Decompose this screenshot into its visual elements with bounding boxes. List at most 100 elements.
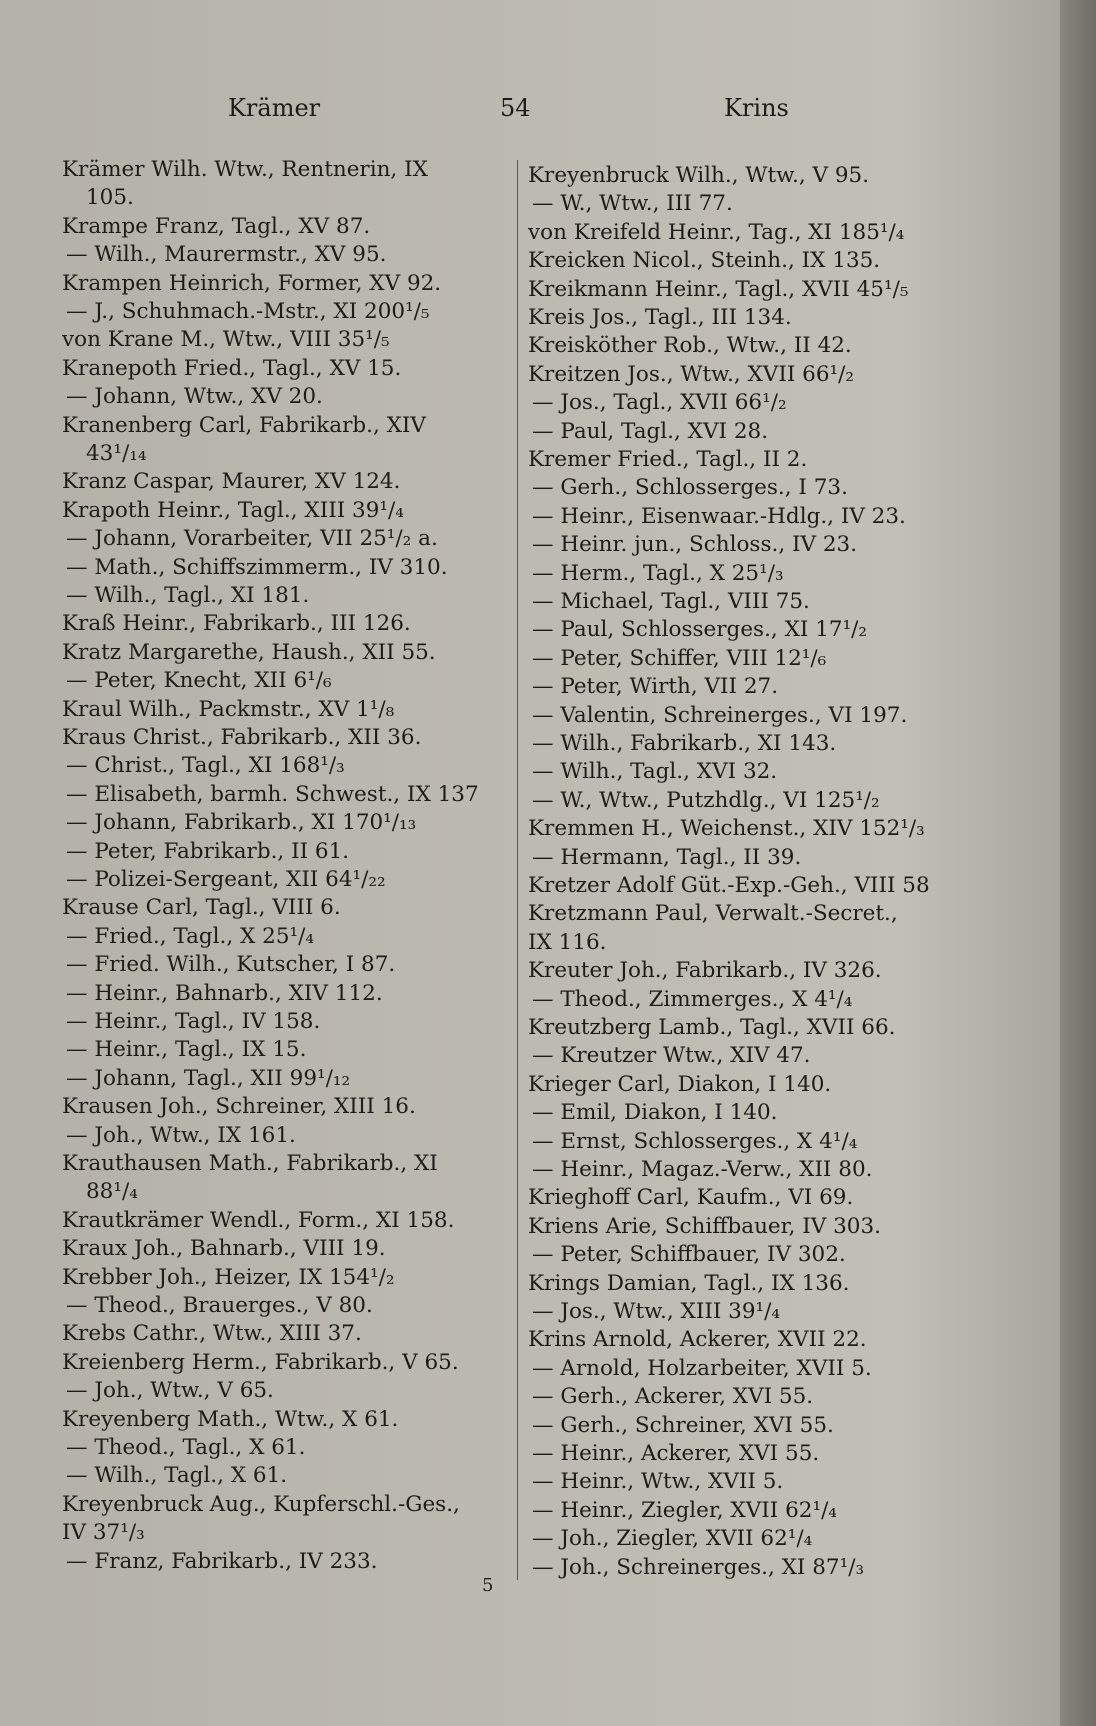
entry-line: — Emil, Diakon, I 140. — [532, 1100, 778, 1126]
entry-line: Kreicken Nicol., Steinh., IX 135. — [528, 248, 881, 274]
signature-mark: 5 — [482, 1575, 494, 1596]
entry-line: — Joh., Schreinerges., XI 87¹/₃ — [532, 1554, 865, 1580]
entry-line: Krieger Carl, Diakon, I 140. — [528, 1071, 832, 1097]
entry-line: Krämer Wilh. Wtw., Rentnerin, IX — [62, 157, 428, 182]
entry-line: — Heinr., Magaz.-Verw., XII 80. — [532, 1157, 873, 1182]
entry-line: Kreienberg Herm., Fabrikarb., V 65. — [62, 1349, 459, 1375]
entry-line: von Krane M., Wtw., VIII 35¹/₅ — [62, 327, 390, 353]
entry-line: — Heinr., Tagl., IV 158. — [66, 1009, 321, 1034]
entry-line: — Gerh., Ackerer, XVI 55. — [532, 1384, 814, 1410]
entry-line: — J., Schuhmach.-Mstr., XI 200¹/₅ — [66, 299, 430, 324]
entry-line: — Peter, Schiffer, VIII 12¹/₆ — [532, 645, 827, 671]
entry-line: — Joh., Wtw., V 65. — [66, 1378, 274, 1404]
entry-line: — Johann, Tagl., XII 99¹/₁₂ — [66, 1065, 351, 1091]
entry-line: — Paul, Tagl., XVI 28. — [532, 418, 769, 444]
entry-line: — Peter, Fabrikarb., II 61. — [66, 838, 350, 864]
entry-line: — Fried. Wilh., Kutscher, I 87. — [66, 952, 396, 978]
entry-line: — Wilh., Tagl., XVI 32. — [532, 759, 778, 785]
entry-line: Krause Carl, Tagl., VIII 6. — [62, 895, 341, 921]
entry-line: Krautkrämer Wendl., Form., XI 158. — [62, 1207, 455, 1233]
entry-line: Kratz Margarethe, Haush., XII 55. — [62, 639, 436, 665]
entry-line: — Kreutzer Wtw., XIV 47. — [532, 1043, 811, 1069]
entry-line: Kretzmann Paul, Verwalt.-Secret., — [528, 901, 898, 927]
entry-line: — Theod., Zimmerges., X 4¹/₄ — [532, 986, 853, 1012]
entry-line: IX 116. — [528, 929, 607, 955]
entry-line: Krauthausen Math., Fabrikarb., XI — [62, 1151, 438, 1176]
entry-line: — Theod., Brauerges., V 80. — [66, 1293, 373, 1318]
entry-line: 88¹/₄ — [86, 1179, 138, 1205]
entry-line: — Heinr., Ziegler, XVII 62¹/₄ — [532, 1497, 837, 1523]
column-divider — [517, 160, 518, 1580]
entry-line: — Wilh., Maurermstr., XV 95. — [66, 242, 387, 268]
header-right: Krins — [724, 94, 789, 122]
page-edge — [1060, 0, 1096, 1726]
entry-line: Krebs Cathr., Wtw., XIII 37. — [62, 1321, 362, 1347]
entry-line: — Fried., Tagl., X 25¹/₄ — [66, 923, 315, 949]
entry-line: Kreyenbruck Aug., Kupferschl.-Ges., — [62, 1491, 460, 1517]
entry-line: — Polizei-Sergeant, XII 64¹/₂₂ — [66, 867, 386, 892]
entry-line: — Arnold, Holzarbeiter, XVII 5. — [532, 1355, 872, 1381]
entry-line: Krampen Heinrich, Former, XV 92. — [62, 270, 442, 296]
entry-line: — Gerh., Schreiner, XVI 55. — [532, 1412, 834, 1438]
entry-line: Kraul Wilh., Packmstr., XV 1¹/₈ — [62, 696, 395, 722]
entry-line: — Math., Schiffszimmerm., IV 310. — [66, 554, 448, 580]
entry-line: — Joh., Ziegler, XVII 62¹/₄ — [532, 1526, 813, 1552]
entry-line: Krapoth Heinr., Tagl., XIII 39¹/₄ — [62, 497, 404, 523]
entry-line: — Joh., Wtw., IX 161. — [66, 1122, 296, 1148]
entry-line: 105. — [86, 185, 134, 211]
entry-line: IV 37¹/₃ — [62, 1520, 145, 1546]
entry-line: Kraß Heinr., Fabrikarb., III 126. — [62, 611, 411, 637]
entry-line: — Elisabeth, barmh. Schwest., IX 137 — [66, 781, 479, 807]
entry-line: Kreikmann Heinr., Tagl., XVII 45¹/₅ — [528, 276, 909, 302]
entry-line: — Hermann, Tagl., II 39. — [532, 844, 802, 870]
entry-line: Kreyenberg Math., Wtw., X 61. — [62, 1406, 399, 1432]
entry-line: Krebber Joh., Heizer, IX 154¹/₂ — [62, 1264, 395, 1290]
entry-line: — Jos., Tagl., XVII 66¹/₂ — [532, 390, 787, 416]
entry-line: — Heinr., Bahnarb., XIV 112. — [66, 980, 383, 1006]
entry-line: Krausen Joh., Schreiner, XIII 16. — [62, 1094, 416, 1120]
entry-line: — Paul, Schlosserges., XI 17¹/₂ — [532, 617, 868, 643]
entry-line: — Johann, Vorarbeiter, VII 25¹/₂ a. — [66, 526, 438, 552]
entry-line: Kremer Fried., Tagl., II 2. — [528, 447, 808, 472]
entry-line: Kreis Jos., Tagl., III 134. — [528, 305, 792, 330]
entry-line: Kriens Arie, Schiffbauer, IV 303. — [528, 1213, 881, 1239]
entry-line: Kreisköther Rob., Wtw., II 42. — [528, 333, 852, 359]
entry-line: Kranenberg Carl, Fabrikarb., XIV — [62, 412, 426, 438]
entry-line: Krings Damian, Tagl., IX 136. — [528, 1270, 850, 1296]
entry-line: Kreutzberg Lamb., Tagl., XVII 66. — [528, 1015, 896, 1040]
entry-line: — W., Wtw., III 77. — [532, 191, 733, 217]
entry-line: Kreyenbruck Wilh., Wtw., V 95. — [528, 163, 870, 188]
page-number: 54 — [500, 94, 531, 122]
entry-line: — Christ., Tagl., XI 168¹/₃ — [66, 753, 345, 779]
entry-line: Kreitzen Jos., Wtw., XVII 66¹/₂ — [528, 361, 854, 387]
entry-line: Kraus Christ., Fabrikarb., XII 36. — [62, 725, 422, 750]
entry-line: Kreuter Joh., Fabrikarb., IV 326. — [528, 958, 882, 984]
entry-line: Krieghoff Carl, Kaufm., VI 69. — [528, 1185, 854, 1211]
entry-line: — Wilh., Tagl., X 61. — [66, 1463, 288, 1489]
entry-line: — Ernst, Schlosserges., X 4¹/₄ — [532, 1128, 858, 1154]
entry-line: Kranz Caspar, Maurer, XV 124. — [62, 469, 401, 495]
entry-line: — Gerh., Schlosserges., I 73. — [532, 475, 848, 501]
entry-line: — W., Wtw., Putzhdlg., VI 125¹/₂ — [532, 787, 880, 813]
entry-line: — Franz, Fabrikarb., IV 233. — [66, 1548, 378, 1574]
entry-line: Kranepoth Fried., Tagl., XV 15. — [62, 355, 402, 381]
entry-line: Kretzer Adolf Güt.-Exp.-Geh., VIII 58 — [528, 873, 930, 898]
entry-line: — Heinr., Wtw., XVII 5. — [532, 1469, 784, 1495]
entry-line: Kremmen H., Weichenst., XIV 152¹/₃ — [528, 816, 925, 842]
entry-line: — Heinr., Ackerer, XVI 55. — [532, 1441, 820, 1466]
entry-line: — Wilh., Tagl., XI 181. — [66, 583, 310, 608]
entry-line: — Jos., Wtw., XIII 39¹/₄ — [532, 1299, 780, 1324]
entry-line: — Heinr., Eisenwaar.-Hdlg., IV 23. — [532, 503, 906, 529]
entry-line: Kraux Joh., Bahnarb., VIII 19. — [62, 1236, 386, 1262]
paper: Krämer 54 Krins 5 Krämer Wilh. Wtw., Ren… — [0, 0, 1060, 1726]
entry-line: — Johann, Wtw., XV 20. — [66, 384, 323, 410]
entry-line: — Heinr. jun., Schloss., IV 23. — [532, 532, 858, 558]
header-left: Krämer — [228, 94, 321, 122]
entry-line: — Michael, Tagl., VIII 75. — [532, 589, 810, 614]
entry-line: — Peter, Wirth, VII 27. — [532, 674, 779, 700]
entry-line: — Johann, Fabrikarb., XI 170¹/₁₃ — [66, 810, 417, 836]
entry-line: — Herm., Tagl., X 25¹/₃ — [532, 560, 784, 586]
entry-line: — Peter, Knecht, XII 6¹/₆ — [66, 668, 332, 694]
entry-line: — Valentin, Schreinerges., VI 197. — [532, 702, 908, 728]
